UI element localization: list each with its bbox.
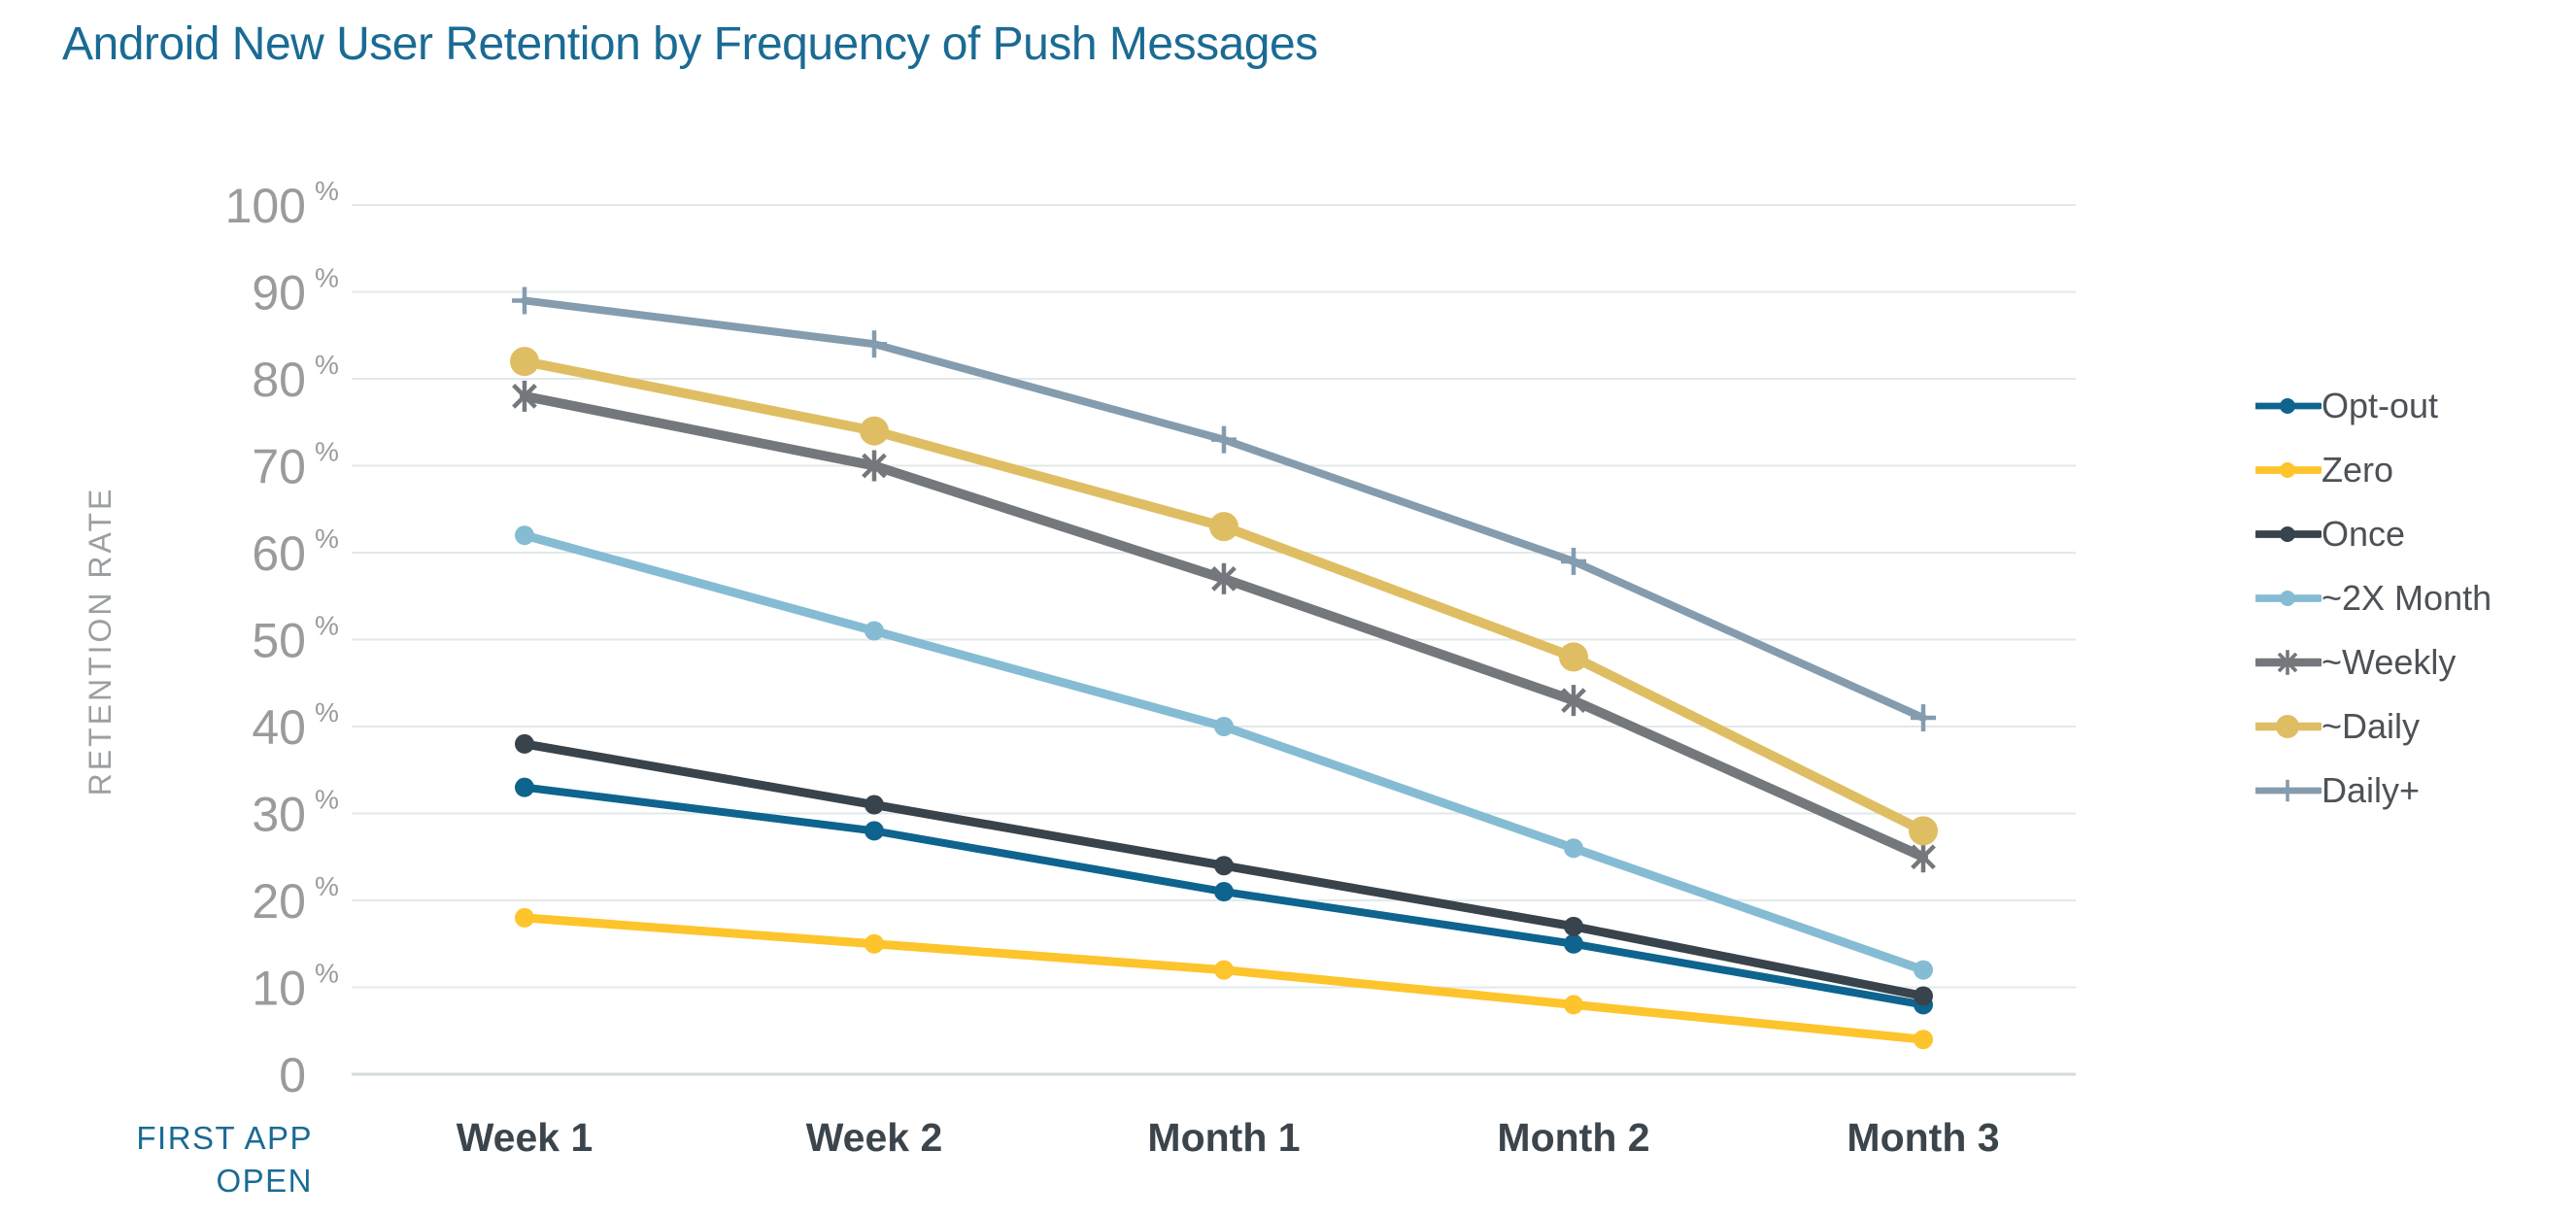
legend-swatch-zero xyxy=(2255,462,2322,478)
chart-title: Android New User Retention by Frequency … xyxy=(62,18,1318,70)
series-line-daily xyxy=(521,296,1927,723)
y-tick-percent-70: % xyxy=(315,437,339,467)
marker-daily-1 xyxy=(860,416,889,446)
y-tick-label-80: 80 xyxy=(252,353,306,407)
legend-swatch-2x-month xyxy=(2255,591,2322,606)
marker-once-3 xyxy=(1564,916,1583,936)
marker-weekly-3 xyxy=(1561,685,1586,717)
marker-2x-month-4 xyxy=(1914,960,1933,980)
series-line-2x-month xyxy=(520,530,1928,975)
legend-marker-2x-month xyxy=(2280,591,2295,606)
legend-swatch-daily xyxy=(2255,779,2322,802)
y-tick-label-20: 20 xyxy=(252,874,306,929)
y-tick-label-90: 90 xyxy=(252,266,306,321)
x-tick-label-week-2: Week 2 xyxy=(806,1115,943,1160)
y-tick-percent-30: % xyxy=(315,785,339,815)
legend-label-2x-month: ~2X Month xyxy=(2322,578,2492,618)
marker-opt-out-1 xyxy=(864,821,884,841)
y-tick-percent-10: % xyxy=(315,959,339,989)
legend-label-zero: Zero xyxy=(2322,450,2394,490)
legend-swatch-daily xyxy=(2255,715,2322,738)
legend-swatch-once xyxy=(2255,526,2322,542)
y-tick-percent-20: % xyxy=(315,871,339,901)
marker-opt-out-3 xyxy=(1564,933,1583,954)
marker-zero-3 xyxy=(1564,995,1583,1015)
x-axis-origin-note: FIRST APP OPEN xyxy=(136,1120,313,1199)
y-tick-label-30: 30 xyxy=(252,788,306,842)
y-tick-label-70: 70 xyxy=(252,440,306,494)
legend-swatch-weekly xyxy=(2255,650,2322,675)
marker-daily-4 xyxy=(1909,816,1938,846)
y-tick-label-0: 0 xyxy=(279,1048,306,1102)
marker-daily-0 xyxy=(510,347,539,377)
marker-daily-4 xyxy=(1911,704,1936,732)
legend-marker-once xyxy=(2280,526,2295,542)
legend: Opt-out Zero Once ~2X Month ~Weekly ~Daily Dai… xyxy=(2255,374,2491,823)
marker-daily-0 xyxy=(512,287,537,315)
y-tick-percent-80: % xyxy=(315,350,339,380)
marker-daily-1 xyxy=(862,330,887,358)
marker-weekly-1 xyxy=(862,450,887,482)
legend-marker-zero xyxy=(2280,462,2295,478)
legend-marker-daily xyxy=(2276,715,2299,738)
legend-marker-weekly xyxy=(2277,650,2298,675)
legend-item-zero: Zero xyxy=(2255,438,2491,502)
legend-marker-daily xyxy=(2277,779,2298,802)
legend-label-daily: Daily+ xyxy=(2322,770,2421,810)
y-tick-percent-40: % xyxy=(315,697,339,727)
marker-zero-2 xyxy=(1214,960,1234,980)
y-tick-label-40: 40 xyxy=(252,700,306,755)
y-tick-label-60: 60 xyxy=(252,526,306,581)
legend-marker-opt-out xyxy=(2280,398,2295,414)
legend-label-weekly: ~Weekly xyxy=(2322,642,2457,682)
marker-2x-month-2 xyxy=(1214,717,1234,736)
legend-label-opt-out: Opt-out xyxy=(2322,386,2439,425)
y-tick-percent-60: % xyxy=(315,524,339,554)
marker-daily-2 xyxy=(1209,512,1238,542)
legend-item-2x-month: ~2X Month xyxy=(2255,566,2491,630)
marker-opt-out-2 xyxy=(1214,882,1234,902)
marker-once-4 xyxy=(1914,986,1933,1006)
marker-2x-month-0 xyxy=(515,525,534,546)
marker-daily-3 xyxy=(1559,642,1588,672)
marker-opt-out-0 xyxy=(515,777,534,797)
legend-item-weekly: ~Weekly xyxy=(2255,630,2491,694)
legend-swatch-opt-out xyxy=(2255,398,2322,414)
marker-once-0 xyxy=(515,733,534,754)
marker-zero-1 xyxy=(864,933,884,954)
marker-daily-2 xyxy=(1211,425,1237,454)
x-tick-label-week-1: Week 1 xyxy=(457,1115,593,1160)
legend-item-daily: Daily+ xyxy=(2255,759,2491,823)
y-tick-percent-90: % xyxy=(315,263,339,293)
marker-weekly-2 xyxy=(1211,562,1237,594)
marker-weekly-0 xyxy=(512,380,537,412)
marker-2x-month-1 xyxy=(864,621,884,641)
legend-item-once: Once xyxy=(2255,502,2491,566)
marker-once-1 xyxy=(864,795,884,815)
marker-zero-0 xyxy=(515,907,534,928)
legend-item-opt-out: Opt-out xyxy=(2255,374,2491,438)
x-tick-label-month-2: Month 2 xyxy=(1497,1115,1649,1160)
legend-item-daily: ~Daily xyxy=(2255,694,2491,759)
marker-daily-3 xyxy=(1561,547,1586,575)
y-tick-percent-50: % xyxy=(315,611,339,641)
legend-label-once: Once xyxy=(2322,514,2406,554)
marker-weekly-4 xyxy=(1911,841,1936,873)
x-tick-label-month-3: Month 3 xyxy=(1847,1115,1999,1160)
y-tick-label-10: 10 xyxy=(252,962,306,1016)
marker-once-2 xyxy=(1214,856,1234,876)
x-tick-label-month-1: Month 1 xyxy=(1147,1115,1300,1160)
y-tick-label-100: 100 xyxy=(225,179,306,233)
marker-zero-4 xyxy=(1914,1030,1933,1050)
y-tick-label-50: 50 xyxy=(252,614,306,668)
legend-label-daily: ~Daily xyxy=(2322,706,2421,746)
y-tick-percent-100: % xyxy=(315,176,339,206)
marker-2x-month-3 xyxy=(1564,838,1583,859)
